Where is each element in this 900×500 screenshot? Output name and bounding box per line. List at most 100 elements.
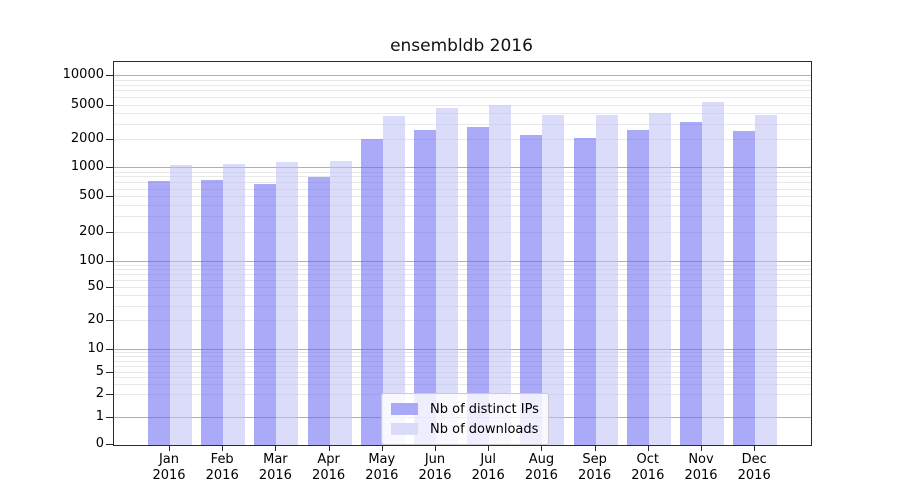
legend-swatch-downloads [391, 423, 418, 435]
bar-distinct-ips [360, 139, 383, 445]
plot-area: Nb of distinct IPs Nb of downloads [113, 61, 812, 446]
gridline-minor [114, 360, 811, 362]
gridline-minor [114, 377, 811, 379]
legend-swatch-distinct-ips [391, 403, 418, 415]
gridline-minor [114, 139, 811, 141]
y-tick-mark [106, 371, 113, 373]
x-tick-year: 2016 [737, 468, 771, 483]
x-tick-year: 2016 [524, 468, 558, 483]
x-tick-label: Jun 2016 [405, 452, 465, 484]
x-tick-label: Jul 2016 [458, 452, 518, 484]
x-tick-label: Feb 2016 [192, 452, 252, 484]
bar-downloads [223, 164, 246, 445]
y-tick-label: 20 [87, 312, 104, 328]
y-tick-label: 1000 [70, 159, 104, 175]
x-tick-mark [435, 445, 436, 451]
bar-downloads [329, 161, 352, 445]
bar-distinct-ips [733, 130, 756, 445]
gridline-major [114, 75, 811, 77]
legend-label-distinct-ips: Nb of distinct IPs [430, 401, 539, 417]
y-tick-label: 0 [95, 436, 104, 451]
bar-downloads [436, 108, 458, 445]
x-tick-month: Apr [317, 452, 340, 467]
bar-distinct-ips [307, 177, 330, 445]
bar-distinct-ips [520, 135, 543, 445]
bar-distinct-ips [148, 181, 170, 445]
y-tick-label: 1 [95, 409, 104, 425]
y-tick-label: 10 [87, 340, 104, 356]
gridline-minor [114, 171, 811, 173]
gridline-minor [114, 123, 811, 125]
legend-item-distinct-ips: Nb of distinct IPs [391, 399, 539, 419]
y-tick-label: 100 [79, 252, 104, 268]
gridline-minor [114, 372, 811, 373]
x-tick-mark [488, 445, 490, 451]
x-tick-year: 2016 [418, 468, 452, 483]
x-tick-month: Dec [741, 452, 767, 467]
x-tick-label: Jan 2016 [139, 452, 199, 484]
x-tick-month: Sep [582, 452, 607, 467]
gridline-minor [114, 79, 811, 81]
x-tick-mark [169, 445, 170, 451]
gridline-minor [114, 280, 811, 282]
x-tick-month: May [368, 452, 396, 467]
x-tick-label: Dec 2016 [724, 452, 784, 484]
bar-downloads [170, 164, 192, 445]
y-tick-label: 2000 [70, 131, 104, 147]
x-tick-year: 2016 [578, 468, 612, 483]
x-tick-label: Sep 2016 [565, 452, 625, 484]
bar-downloads [276, 162, 299, 445]
x-tick-mark [594, 445, 596, 451]
legend-item-downloads: Nb of downloads [391, 419, 539, 439]
x-tick-year: 2016 [152, 468, 186, 483]
y-tick-mark [106, 196, 113, 198]
legend: Nb of distinct IPs Nb of downloads [381, 393, 549, 445]
bar-distinct-ips [467, 127, 490, 445]
y-tick-mark [106, 393, 113, 395]
gridline-minor [114, 216, 811, 218]
y-tick-mark [106, 320, 113, 322]
bar-downloads [755, 115, 778, 445]
y-tick-mark [106, 286, 113, 288]
gridline-minor [114, 196, 811, 198]
x-tick-mark [275, 445, 277, 451]
x-tick-label: Aug 2016 [511, 452, 571, 484]
y-tick-mark [106, 167, 113, 169]
gridline-minor [114, 352, 811, 354]
x-tick-mark [222, 445, 224, 451]
x-tick-mark [328, 445, 330, 451]
bar-distinct-ips [680, 121, 702, 445]
gridline-minor [114, 286, 811, 288]
x-tick-month: Jun [424, 452, 446, 467]
bar-distinct-ips [626, 130, 649, 445]
x-tick-year: 2016 [471, 468, 505, 483]
chart-title: ensembldb 2016 [390, 36, 533, 56]
y-tick-label: 500 [79, 188, 104, 204]
x-tick-year: 2016 [312, 468, 346, 483]
x-tick-year: 2016 [631, 468, 665, 483]
gridline-minor [114, 365, 811, 367]
bar-downloads [595, 114, 618, 445]
x-tick-month: Nov [688, 452, 714, 467]
x-tick-month: Aug [528, 452, 555, 467]
x-tick-month: Oct [636, 452, 660, 467]
gridline-major [114, 260, 811, 262]
gridline-minor [114, 84, 811, 86]
y-tick-mark [106, 75, 113, 77]
y-tick-mark [106, 260, 113, 262]
y-tick-mark [106, 348, 113, 350]
bar-distinct-ips [414, 130, 436, 445]
bar-downloads [382, 115, 405, 445]
x-tick-mark [647, 445, 649, 451]
y-tick-label: 2 [95, 385, 104, 401]
x-tick-year: 2016 [365, 468, 399, 483]
gridline-minor [114, 295, 811, 297]
x-tick-month: Jan [158, 452, 180, 467]
x-tick-year: 2016 [205, 468, 239, 483]
x-tick-mark [701, 445, 702, 451]
gridline-minor [114, 90, 811, 92]
gridline-minor [114, 264, 811, 266]
gridline-minor [114, 232, 811, 234]
x-tick-label: May 2016 [352, 452, 412, 484]
